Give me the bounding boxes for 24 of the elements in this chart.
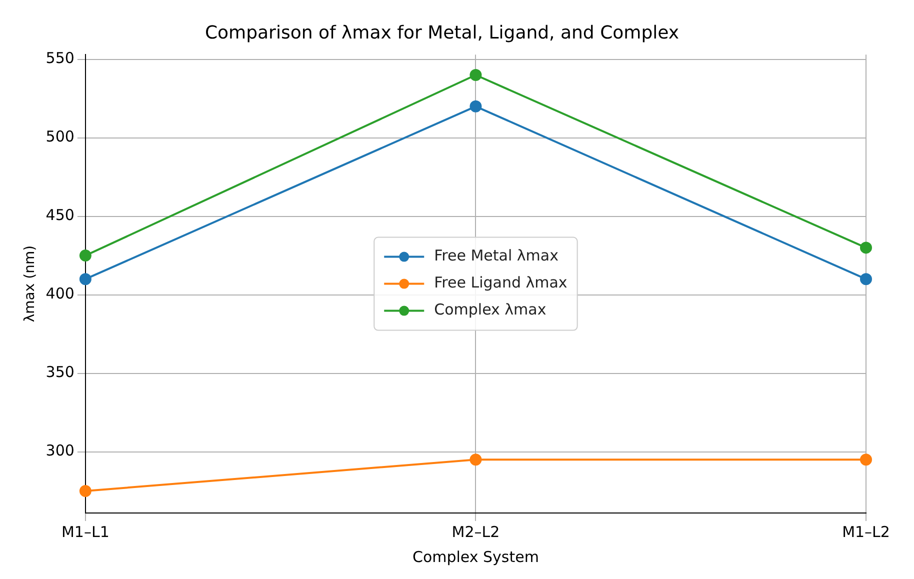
- point: [79, 250, 92, 262]
- x-tick-label: M2–L2: [452, 522, 500, 541]
- point: [860, 273, 872, 286]
- x-axis-title: Complex System: [412, 548, 539, 566]
- y-tick-label: 300: [46, 442, 74, 460]
- y-tick-label: 400: [46, 284, 74, 303]
- legend-label: Complex λmax: [434, 300, 546, 319]
- y-tick-label: 350: [46, 363, 74, 382]
- legend-label: Free Metal λmax: [434, 246, 559, 265]
- point: [860, 242, 872, 254]
- y-tick-label: 500: [46, 128, 74, 146]
- point: [79, 273, 92, 286]
- y-tick-label: 550: [46, 49, 74, 68]
- point: [470, 100, 482, 112]
- chart-title: Comparison of λmax for Metal, Ligand, and Complex: [204, 22, 680, 44]
- x-tick-label: M1–L2: [842, 522, 890, 541]
- y-axis-title: λmax (nm): [22, 245, 38, 322]
- point: [470, 454, 482, 466]
- point: [470, 69, 482, 82]
- point: [79, 485, 92, 498]
- y-tick-label: 450: [46, 206, 74, 224]
- x-tick-label: M1–L1: [61, 522, 110, 541]
- legend-label: Free Ligand λmax: [434, 274, 568, 292]
- point: [860, 454, 872, 466]
